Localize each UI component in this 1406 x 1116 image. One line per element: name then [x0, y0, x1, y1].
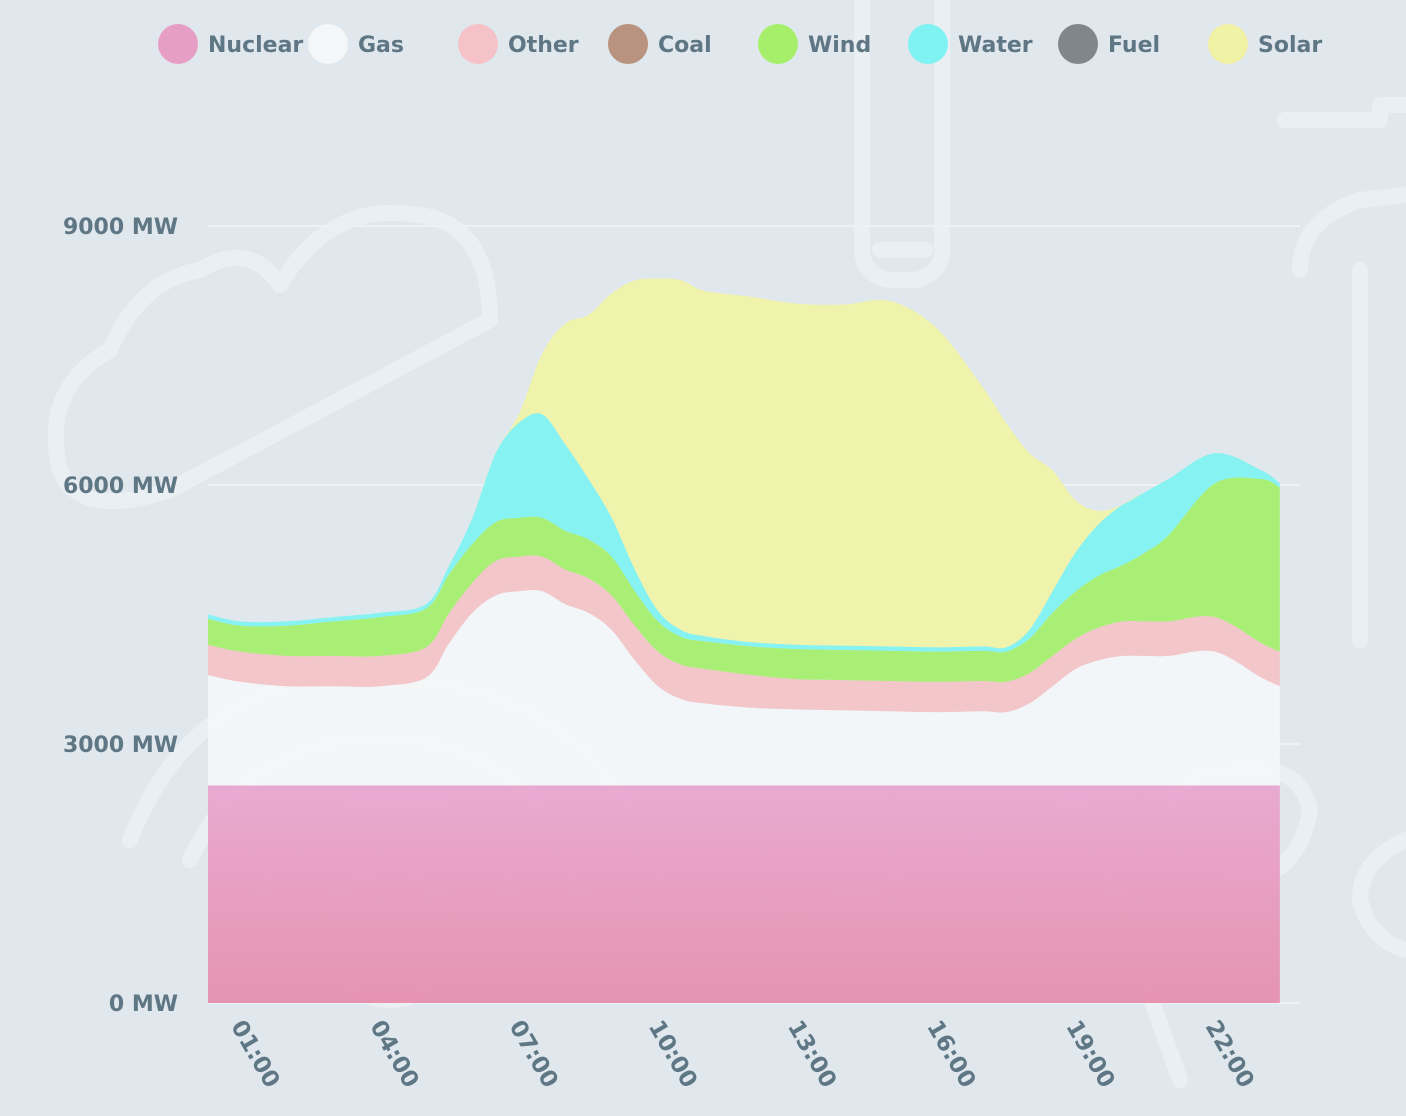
- x-axis-ticks: 01:00 04:00 07:00 10:00 13:00 16:00 19:00 22:00: [225, 1016, 1259, 1092]
- x-tick-label: 01:00: [225, 1016, 284, 1092]
- y-tick-label: 0 MW: [109, 992, 178, 1017]
- y-axis-ticks: 0 MW 3000 MW 6000 MW 9000 MW: [63, 215, 178, 1017]
- y-tick-label: 3000 MW: [63, 733, 178, 758]
- legend: Nuclear Gas Other Coal Wind Water Fuel Solar: [158, 24, 1322, 64]
- legend-label-gas: Gas: [358, 33, 404, 58]
- x-tick-label: 19:00: [1060, 1016, 1119, 1092]
- legend-swatch-solar: [1208, 24, 1248, 64]
- legend-swatch-water: [908, 24, 948, 64]
- legend-label-other: Other: [508, 33, 579, 58]
- stacked-areas: [208, 278, 1280, 1003]
- x-tick-label: 10:00: [643, 1016, 702, 1092]
- area-solar: [208, 278, 1280, 649]
- legend-swatch-nuclear: [158, 24, 198, 64]
- legend-label-wind: Wind: [808, 33, 871, 58]
- legend-label-water: Water: [958, 33, 1033, 58]
- x-tick-label: 07:00: [504, 1016, 563, 1092]
- legend-swatch-coal: [608, 24, 648, 64]
- legend-label-coal: Coal: [658, 33, 712, 58]
- x-tick-label: 04:00: [364, 1016, 423, 1092]
- area-nuclear: [208, 785, 1280, 1003]
- area-other: [208, 555, 1280, 713]
- area-gas: [208, 590, 1280, 786]
- legend-swatch-gas: [308, 24, 348, 64]
- legend-swatch-other: [458, 24, 498, 64]
- x-tick-label: 22:00: [1200, 1016, 1259, 1092]
- legend-label-nuclear: Nuclear: [208, 33, 303, 58]
- x-tick-label: 13:00: [782, 1016, 841, 1092]
- legend-swatch-fuel: [1058, 24, 1098, 64]
- legend-label-solar: Solar: [1258, 33, 1322, 58]
- legend-label-fuel: Fuel: [1108, 33, 1160, 58]
- y-tick-label: 9000 MW: [63, 215, 178, 240]
- legend-swatch-wind: [758, 24, 798, 64]
- y-tick-label: 6000 MW: [63, 474, 178, 499]
- x-tick-label: 16:00: [921, 1016, 980, 1092]
